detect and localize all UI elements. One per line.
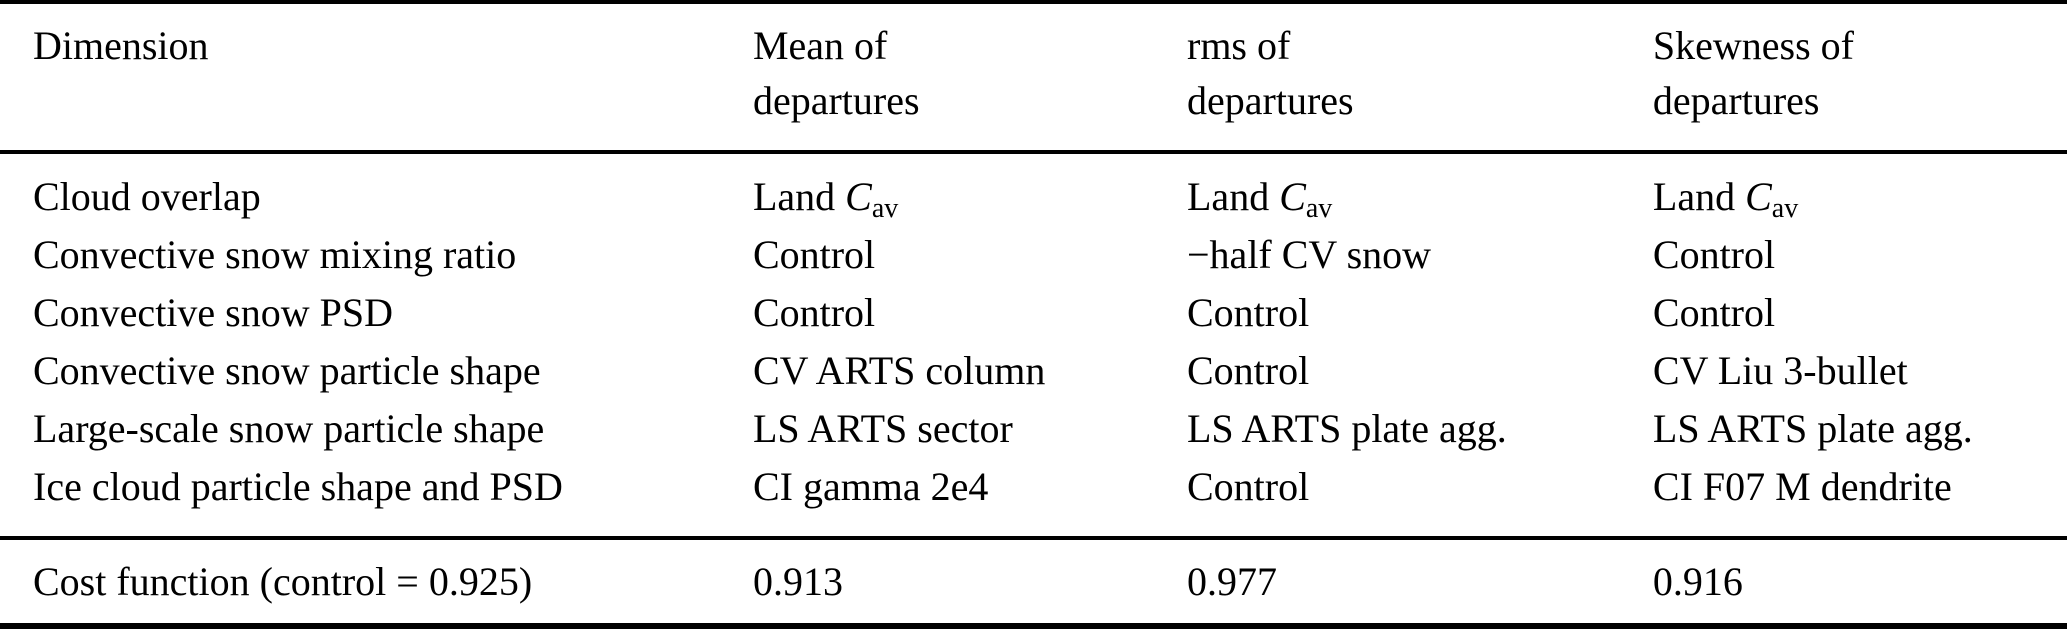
table-cell: Land Cav [720, 152, 1154, 226]
table-cell: CI gamma 2e4 [720, 458, 1154, 538]
cell-text: Ice cloud particle shape and PSD [33, 464, 563, 509]
cell-text: CI F07 M dendrite [1652, 464, 1952, 509]
cell-text: CV ARTS column [752, 348, 1046, 393]
cell-text: Control [1652, 290, 1776, 335]
cell-text: av [871, 193, 899, 224]
cell-text: Control [752, 290, 876, 335]
table-cell: Land Cav [1620, 152, 2067, 226]
col-header-rms-of-departures: rms of departures [1154, 2, 1620, 154]
header-row: Dimension Mean of departures rms of depa… [0, 2, 2067, 154]
table-cell: LS ARTS plate agg. [1620, 400, 2067, 458]
cell-text: Convective snow particle shape [33, 348, 541, 393]
table-row: Cloud overlap Land Cav Land Cav Land Cav [0, 152, 2067, 226]
col-header-dimension: Dimension [0, 2, 720, 154]
table-cell: Control [1154, 458, 1620, 538]
cost-function-label: Cost function (control = 0.925) [0, 536, 720, 626]
table-cell: Control [720, 226, 1154, 284]
table-cell: LS ARTS plate agg. [1154, 400, 1620, 458]
cell-text: Land [1187, 174, 1280, 219]
cell-text: CI gamma 2e4 [752, 464, 989, 509]
table-cell: Convective snow mixing ratio [0, 226, 720, 284]
table-row: Convective snow particle shape CV ARTS co… [0, 342, 2067, 400]
table-row: Convective snow PSD Control Control Control [0, 284, 2067, 342]
cell-text: −half CV snow [1187, 232, 1432, 277]
cost-function-skewness-value: 0.916 [1619, 536, 2067, 626]
header-line: Mean of [752, 23, 888, 68]
table-cell: Land Cav [1154, 152, 1620, 226]
table-cell: Convective snow particle shape [0, 342, 720, 400]
table-row: Large-scale snow particle shape LS ARTS s… [0, 400, 2067, 458]
header-line: departures [1187, 78, 1354, 123]
cell-text: Land [752, 174, 846, 219]
cell-text: av [1771, 193, 1799, 224]
header-line: departures [752, 78, 920, 123]
cell-text: Large-scale snow particle shape [33, 406, 545, 451]
table-cell: CV Liu 3-bullet [1620, 342, 2067, 400]
table-row: Ice cloud particle shape and PSD CI gamma… [0, 458, 2067, 538]
cell-text: Control [1652, 232, 1776, 277]
cost-function-mean-value: 0.913 [719, 536, 1154, 626]
cell-text: Control [1187, 464, 1310, 509]
table-cell: Control [1620, 226, 2067, 284]
table-cell: Control [720, 284, 1154, 342]
cell-text: LS ARTS plate agg. [1652, 406, 1973, 451]
cell-text: LS ARTS sector [752, 406, 1013, 451]
cell-text: C [845, 174, 872, 219]
cell-text: LS ARTS plate agg. [1187, 406, 1507, 451]
table-cell: LS ARTS sector [720, 400, 1154, 458]
table-cell: −half CV snow [1154, 226, 1620, 284]
table-cell: CI F07 M dendrite [1620, 458, 2067, 538]
table-cell: Control [1154, 284, 1620, 342]
table-cell: Convective snow PSD [0, 284, 720, 342]
table-row: Convective snow mixing ratio Control −half… [0, 226, 2067, 284]
cell-text: Cloud overlap [33, 174, 261, 219]
cell-text: Control [752, 232, 876, 277]
cell-text: C [1279, 174, 1306, 219]
results-table: Dimension Mean of departures rms of depa… [0, 0, 2067, 629]
col-header-mean-of-departures: Mean of departures [719, 2, 1154, 154]
table-cell: CV ARTS column [720, 342, 1154, 400]
cell-text: av [1305, 193, 1333, 224]
cell-text: C [1745, 174, 1772, 219]
cost-function-row: Cost function (control = 0.925) 0.913 0.… [0, 536, 2067, 626]
table-cell: Large-scale snow particle shape [0, 400, 720, 458]
header-line: Skewness of [1652, 23, 1854, 68]
cell-text: Land [1652, 174, 1746, 219]
col-header-skewness-of-departures: Skewness of departures [1619, 2, 2067, 154]
header-line: departures [1652, 78, 1820, 123]
cell-text: Convective snow mixing ratio [33, 232, 517, 277]
table-cell: Cloud overlap [0, 152, 720, 226]
cell-text: CV Liu 3-bullet [1652, 348, 1908, 393]
cell-text: Control [1187, 290, 1310, 335]
header-line: rms of [1187, 23, 1291, 68]
cost-function-rms-value: 0.977 [1154, 536, 1620, 626]
cell-text: Convective snow PSD [33, 290, 393, 335]
table-cell: Ice cloud particle shape and PSD [0, 458, 720, 538]
table-cell: Control [1154, 342, 1620, 400]
header-line: Dimension [33, 23, 209, 68]
cell-text: Control [1187, 348, 1310, 393]
table-cell: Control [1620, 284, 2067, 342]
